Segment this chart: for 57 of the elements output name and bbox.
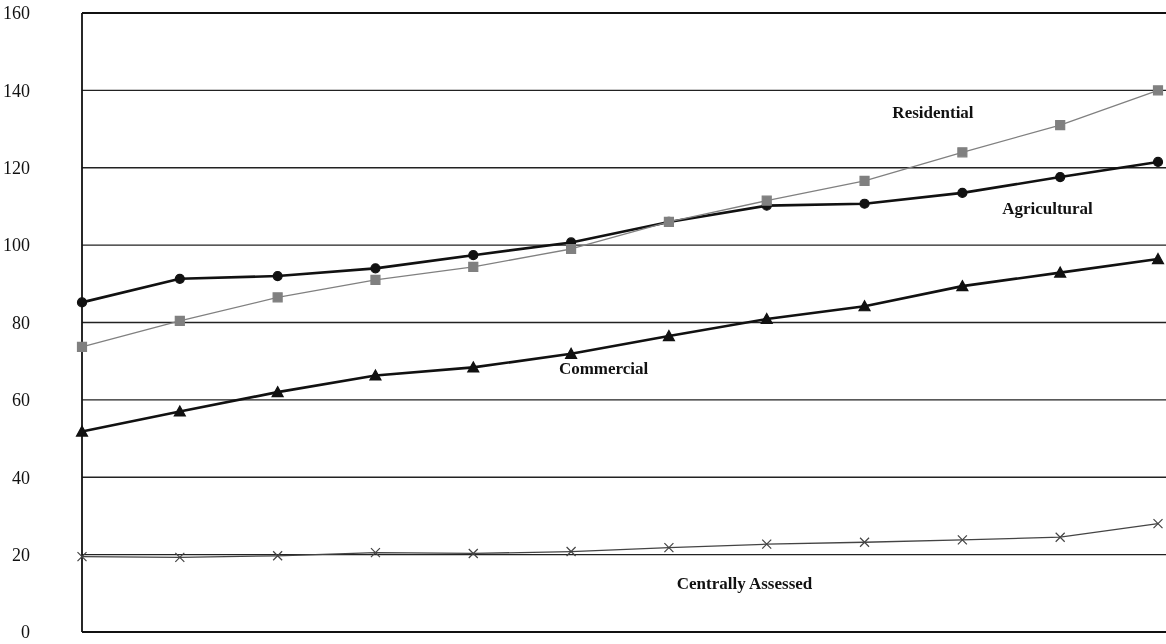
point <box>859 537 870 548</box>
point <box>760 312 773 325</box>
point <box>1054 266 1067 278</box>
point <box>957 534 968 546</box>
point <box>1152 85 1164 96</box>
point <box>1152 156 1164 168</box>
point <box>1152 518 1164 529</box>
point <box>565 243 577 255</box>
point <box>565 546 577 557</box>
point <box>662 329 676 342</box>
point <box>956 280 969 292</box>
series-label: Residential <box>892 103 974 123</box>
point <box>370 274 381 286</box>
y-tick-label: 40 <box>12 467 30 488</box>
point <box>858 300 871 312</box>
point <box>859 175 870 186</box>
point <box>173 405 186 417</box>
y-tick-label: 80 <box>12 312 30 333</box>
point <box>272 270 283 282</box>
point <box>174 273 185 284</box>
point <box>957 147 968 158</box>
y-tick-label: 0 <box>21 622 30 643</box>
point <box>76 341 88 352</box>
series-label: Commercial <box>558 359 649 379</box>
y-tick-label: 160 <box>3 3 30 24</box>
y-tick-label: 120 <box>3 158 30 179</box>
point <box>272 292 283 303</box>
point <box>271 386 284 398</box>
point <box>1055 171 1066 183</box>
point <box>76 551 88 562</box>
point <box>174 552 185 563</box>
point <box>467 361 480 373</box>
point <box>761 195 772 206</box>
point <box>564 347 578 359</box>
point <box>663 542 675 553</box>
point <box>370 263 381 274</box>
point <box>75 425 89 437</box>
point <box>1055 532 1066 543</box>
point <box>1055 120 1066 131</box>
point <box>468 548 479 559</box>
y-tick-label: 20 <box>12 544 30 565</box>
point <box>76 297 88 308</box>
point <box>1151 252 1165 265</box>
y-tick-label: 140 <box>3 80 30 101</box>
point <box>859 198 870 209</box>
point <box>370 547 381 558</box>
point <box>272 550 283 561</box>
y-tick-label: 100 <box>3 235 30 256</box>
point <box>468 261 479 272</box>
y-tick-label: 60 <box>12 390 30 411</box>
point <box>468 250 479 261</box>
series-label: Centrally Assessed <box>676 574 813 594</box>
point <box>174 315 185 327</box>
point <box>761 539 772 550</box>
point <box>369 369 382 381</box>
point <box>957 187 968 198</box>
series-label: Agricultural <box>1002 199 1094 219</box>
